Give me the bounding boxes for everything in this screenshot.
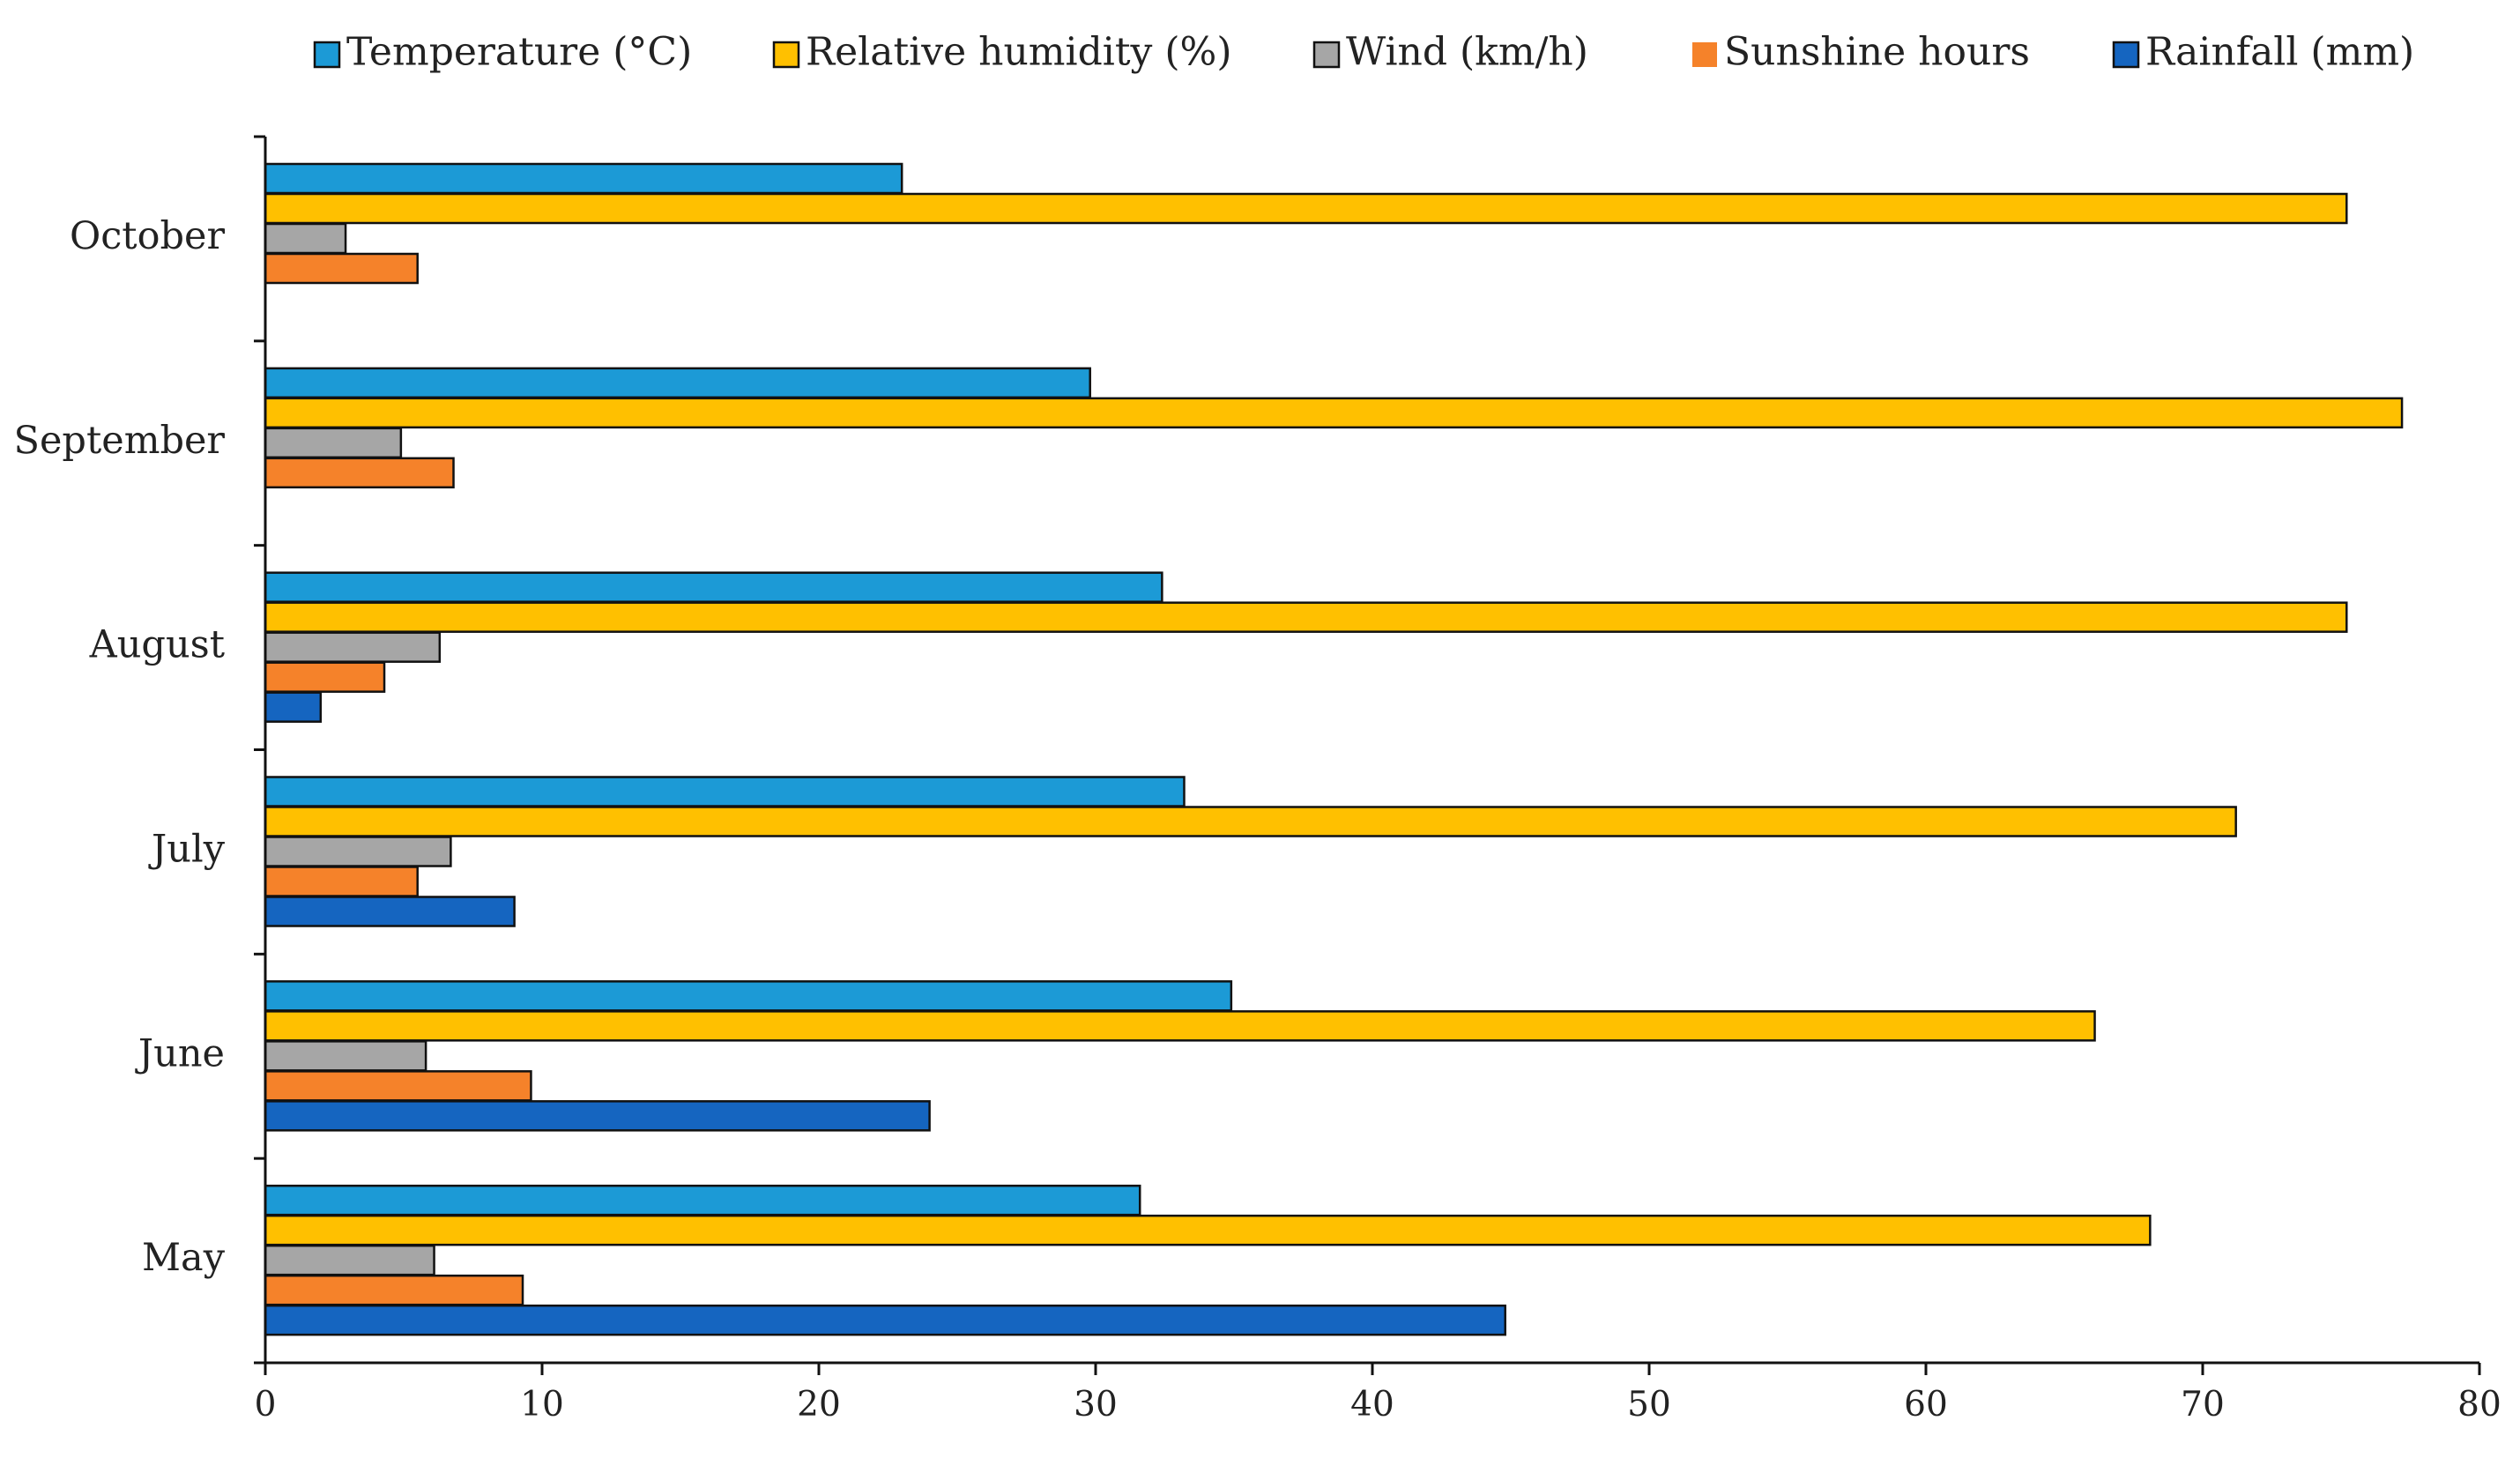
bar-june-1 — [264, 1010, 2096, 1042]
x-tick-label: 80 — [2457, 1385, 2501, 1425]
category-label-july: July — [148, 827, 226, 871]
bar-may-2 — [264, 1244, 435, 1276]
x-tick-label: 70 — [2181, 1385, 2225, 1425]
bar-august-2 — [264, 631, 442, 663]
x-tick-label: 0 — [255, 1385, 277, 1425]
bar-october-2 — [264, 222, 347, 255]
bar-september-3 — [264, 457, 455, 489]
legend-label-3: Sunshine hours — [1724, 30, 2030, 75]
legend: Temperature (°C) Relative humidity (%) Win… — [313, 30, 2414, 75]
legend-swatch-0 — [313, 41, 341, 69]
category-labels: October September August July June May — [14, 214, 226, 1280]
legend-swatch-1 — [772, 41, 800, 69]
x-tick-label: 30 — [1074, 1385, 1118, 1425]
category-label-september: September — [14, 419, 226, 463]
x-tick-label: 20 — [797, 1385, 841, 1425]
bar-august-0 — [264, 571, 1163, 603]
legend-label-2: Wind (km/h) — [1346, 30, 1588, 75]
x-tick-label: 40 — [1350, 1385, 1394, 1425]
bar-june-4 — [264, 1100, 931, 1132]
bar-june-2 — [264, 1040, 427, 1072]
x-tick-label: 10 — [520, 1385, 564, 1425]
legend-swatch-4 — [2112, 41, 2140, 69]
bar-october-1 — [264, 192, 2348, 225]
legend-label-1: Relative humidity (%) — [806, 30, 1231, 75]
x-tick-label: 60 — [1904, 1385, 1948, 1425]
legend-label-4: Rainfall (mm) — [2145, 30, 2414, 75]
bar-september-0 — [264, 367, 1091, 399]
legend-swatch-2 — [1312, 41, 1341, 69]
category-label-october: October — [70, 214, 225, 258]
bar-may-4 — [264, 1304, 1506, 1336]
bar-august-1 — [264, 601, 2348, 633]
bar-july-3 — [264, 866, 419, 897]
bar-july-4 — [264, 896, 516, 927]
bar-june-0 — [264, 980, 1233, 1012]
bar-august-4 — [264, 691, 323, 723]
category-label-may: May — [142, 1236, 226, 1280]
axes-group — [254, 135, 2479, 1365]
bar-september-2 — [264, 427, 403, 459]
bar-october-0 — [264, 162, 903, 195]
x-tick-label: 50 — [1627, 1385, 1671, 1425]
bar-july-0 — [264, 776, 1186, 807]
bar-may-1 — [264, 1214, 2152, 1246]
ticks-group: 0 10 20 30 40 50 60 70 80 — [255, 1363, 2501, 1425]
bar-june-3 — [264, 1070, 532, 1102]
bar-october-3 — [264, 252, 419, 285]
legend-swatch-3 — [1692, 42, 1717, 67]
bar-may-0 — [264, 1184, 1141, 1216]
bar-august-3 — [264, 661, 386, 693]
bar-september-1 — [264, 397, 2404, 429]
bar-july-2 — [264, 836, 452, 867]
category-label-june: June — [135, 1031, 225, 1075]
bar-july-1 — [264, 806, 2237, 837]
category-label-august: August — [89, 623, 225, 667]
legend-label-0: Temperature (°C) — [346, 30, 692, 75]
bar-may-3 — [264, 1274, 524, 1306]
bars-group — [264, 162, 2404, 1336]
